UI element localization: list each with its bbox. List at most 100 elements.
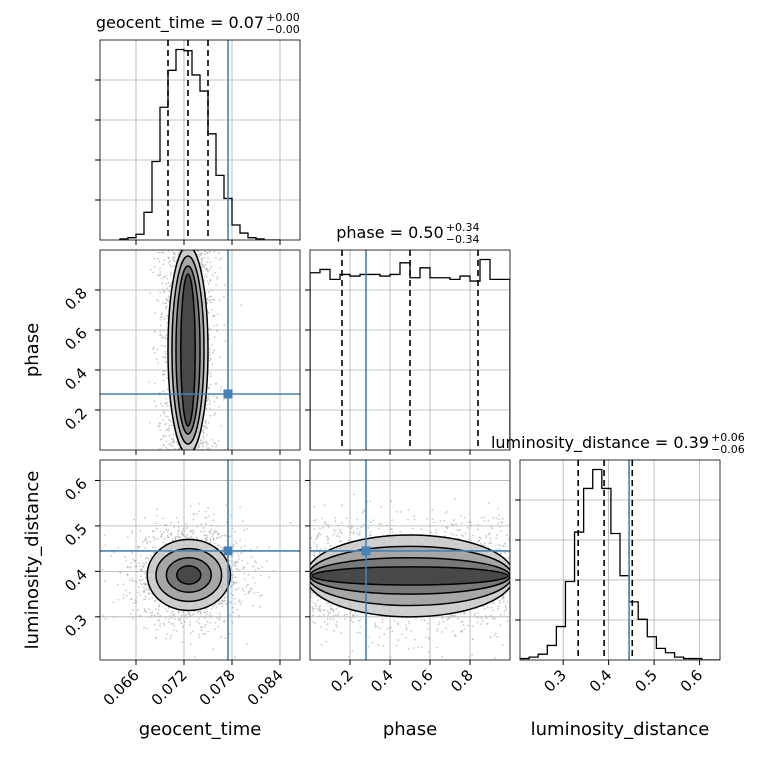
scatter-point — [177, 618, 180, 620]
scatter-point — [205, 419, 208, 422]
scatter-point — [140, 575, 143, 578]
scatter-point — [163, 370, 166, 372]
scatter-point — [353, 493, 356, 496]
scatter-point — [241, 568, 244, 571]
scatter-point — [208, 299, 211, 302]
scatter-point — [206, 620, 209, 623]
scatter-point — [214, 628, 216, 631]
scatter-point — [136, 609, 139, 611]
scatter-point — [273, 569, 275, 572]
scatter-point — [173, 613, 176, 616]
scatter-point — [247, 573, 250, 576]
scatter-point — [329, 617, 332, 620]
scatter-point — [347, 539, 350, 542]
scatter-point — [468, 538, 471, 541]
x-tick-label: 0.6 — [677, 666, 707, 696]
scatter-point — [149, 612, 152, 614]
scatter-point — [131, 580, 134, 582]
scatter-point — [437, 623, 440, 626]
scatter-point — [372, 519, 375, 522]
scatter-point — [216, 313, 219, 315]
scatter-point — [170, 424, 173, 427]
scatter-point — [207, 291, 210, 294]
scatter-point — [395, 644, 398, 647]
scatter-point — [173, 255, 175, 258]
scatter-point — [243, 572, 246, 575]
density-layer — [148, 250, 242, 450]
scatter-point — [155, 298, 158, 301]
scatter-point — [459, 612, 462, 615]
scatter-point — [476, 621, 479, 624]
scatter-point — [163, 524, 166, 527]
scatter-point — [158, 260, 161, 263]
scatter-point — [232, 583, 235, 586]
scatter-point — [166, 277, 169, 280]
scatter-point — [238, 557, 240, 560]
scatter-point — [390, 626, 392, 629]
scatter-point — [203, 275, 206, 278]
scatter-point — [159, 267, 161, 270]
scatter-point — [319, 533, 322, 536]
scatter-point — [166, 534, 169, 537]
scatter-point — [477, 612, 480, 614]
scatter-point — [454, 497, 457, 500]
scatter-point — [165, 338, 168, 341]
scatter-point — [161, 405, 164, 408]
scatter-point — [316, 607, 318, 610]
title-sub: −0.06 — [711, 443, 745, 456]
scatter-point — [209, 612, 212, 614]
truth-marker — [223, 389, 233, 399]
scatter-point — [144, 540, 147, 542]
scatter-point — [323, 621, 326, 623]
contour-level — [176, 565, 202, 585]
scatter-point — [169, 284, 171, 287]
scatter-point — [232, 543, 235, 546]
scatter-point — [162, 302, 165, 305]
scatter-point — [488, 533, 490, 536]
scatter-point — [164, 415, 167, 418]
scatter-point — [169, 275, 172, 277]
scatter-point — [319, 610, 322, 613]
scatter-point — [505, 605, 507, 608]
scatter-point — [205, 623, 208, 626]
scatter-point — [218, 406, 221, 408]
scatter-point — [165, 282, 168, 285]
x-tick-label: 0.3 — [540, 666, 570, 696]
scatter-point — [313, 528, 316, 531]
scatter-point — [220, 257, 223, 260]
scatter-point — [155, 527, 158, 530]
scatter-point — [104, 544, 107, 547]
scatter-point — [325, 523, 328, 526]
scatter-point — [230, 601, 232, 604]
scatter-point — [131, 617, 134, 620]
scatter-point — [172, 629, 175, 632]
scatter-point — [212, 519, 215, 522]
scatter-point — [187, 613, 190, 615]
scatter-point — [337, 532, 340, 535]
scatter-point — [327, 614, 330, 616]
scatter-point — [193, 656, 196, 658]
scatter-point — [219, 536, 222, 539]
scatter-point — [332, 614, 335, 617]
scatter-point — [347, 525, 350, 528]
scatter-point — [205, 537, 208, 540]
scatter-point — [127, 565, 129, 568]
scatter-point — [450, 615, 453, 618]
scatter-point — [325, 628, 328, 631]
scatter-point — [234, 562, 237, 565]
scatter-point — [147, 589, 150, 592]
scatter-point — [139, 615, 142, 618]
scatter-point — [162, 276, 165, 279]
scatter-point — [203, 611, 205, 614]
scatter-point — [204, 421, 207, 423]
scatter-point — [323, 504, 326, 507]
scatter-point — [180, 622, 183, 624]
scatter-point — [139, 579, 142, 582]
scatter-point — [207, 257, 209, 260]
scatter-point — [138, 585, 140, 588]
scatter-point — [148, 592, 151, 595]
scatter-point — [149, 292, 152, 295]
scatter-point — [341, 532, 344, 535]
scatter-point — [464, 532, 467, 535]
scatter-point — [491, 517, 494, 519]
